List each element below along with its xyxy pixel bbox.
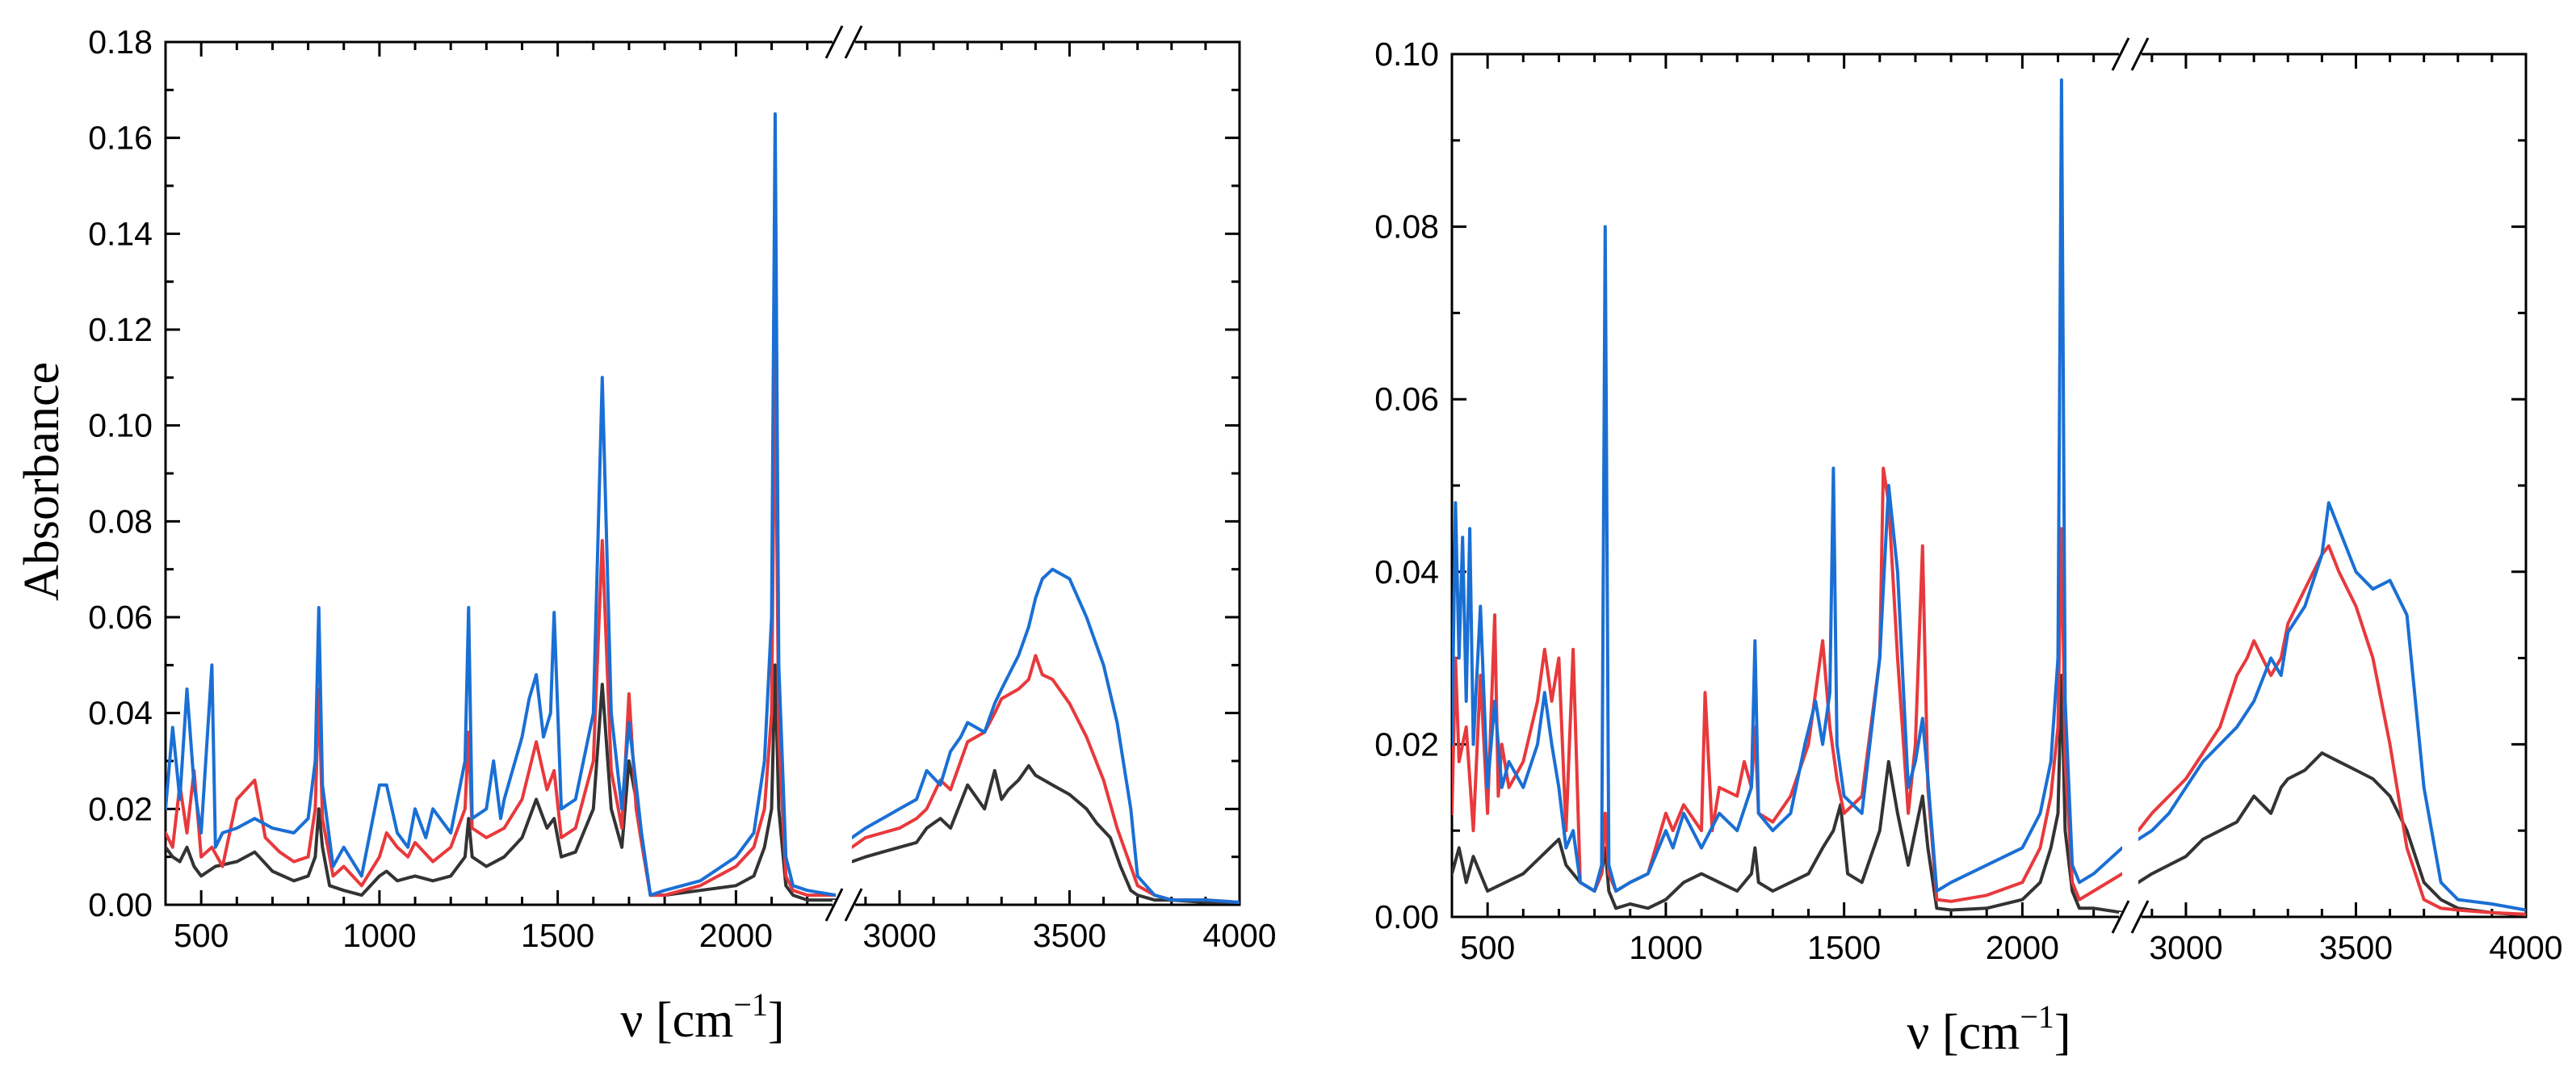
series-line-black-high-range (852, 763, 1240, 904)
axis-break-gap (833, 37, 855, 47)
y-axis-title: Absorbance (15, 362, 69, 601)
y-tick-label: 0.10 (1374, 36, 1439, 73)
x-tick-label: 4000 (1202, 917, 1276, 954)
right-spectrum-panel: 0.00 0.02 0.04 0.06 0.08 0.10 500 1000 1500 2000 3… (1374, 36, 2562, 1060)
axis-break-mark-top (2111, 37, 2130, 71)
axis-break-mark-bottom (2111, 900, 2130, 934)
series-line-black-low-range (166, 663, 836, 902)
y-tick-label: 0.02 (88, 790, 153, 827)
y-tick-label: 0.06 (88, 599, 153, 636)
left-spectrum-panel: 0.00 0.02 0.04 0.06 0.08 0.10 0.12 0.14 0.16 0.18… (15, 23, 1277, 1048)
x-tick-label: 3000 (862, 917, 936, 954)
axis-break-gap (2119, 912, 2142, 922)
x-tick-label: 500 (174, 917, 229, 954)
x-tick-label: 1000 (342, 917, 416, 954)
x-axis-title: ν [cm−1] (620, 986, 784, 1048)
axis-break-mark-bottom (844, 888, 863, 922)
x-tick-label: 3500 (1033, 917, 1106, 954)
x-tick-label: 1000 (1629, 929, 1702, 966)
axis-break-mark-bottom (2130, 900, 2150, 934)
y-tick-label: 0.08 (1374, 208, 1439, 246)
series-line-black-high-range (2138, 751, 2526, 917)
y-tick-label: 0.08 (88, 502, 153, 540)
y-tick-label: 0.02 (1374, 725, 1439, 763)
x-tick-label: 2000 (699, 917, 773, 954)
axis-break-gap (833, 900, 855, 910)
series-line-blue-low-range (166, 112, 836, 898)
y-tick-label: 0.18 (88, 23, 153, 61)
series-line-red-high-range (2138, 544, 2526, 916)
y-tick-label: 0.04 (88, 695, 153, 732)
axis-break-mark-top (844, 25, 863, 59)
series-line-blue-high-range (2138, 501, 2526, 912)
x-tick-label: 1500 (1807, 929, 1881, 966)
x-tick-label: 1500 (521, 917, 594, 954)
axis-break-mark-top (2130, 37, 2150, 71)
series-line-blue-low-range (1452, 78, 2122, 893)
x-tick-label: 4000 (2489, 929, 2562, 966)
y-tick-label: 0.14 (88, 215, 153, 252)
y-tick-label: 0.12 (88, 311, 153, 348)
y-tick-label: 0.00 (88, 886, 153, 923)
plot-frame (164, 40, 1241, 906)
x-tick-label: 500 (1460, 929, 1515, 966)
plot-frame (1450, 53, 2528, 919)
x-axis-title: ν [cm−1] (1907, 998, 2070, 1060)
series-line-red-high-range (852, 654, 1240, 904)
axis-break-mark-bottom (824, 888, 844, 922)
series-line-red-low-range (1452, 466, 2122, 903)
y-tick-label: 0.04 (1374, 553, 1439, 591)
axis-break-mark-top (824, 25, 844, 59)
series-line-black-low-range (1452, 674, 2122, 914)
y-tick-label: 0.06 (1374, 380, 1439, 418)
series-line-blue-high-range (852, 567, 1240, 904)
x-tick-label: 3500 (2319, 929, 2393, 966)
y-tick-label: 0.10 (88, 407, 153, 444)
x-tick-label: 3000 (2149, 929, 2222, 966)
y-tick-label: 0.00 (1374, 898, 1439, 935)
axis-break-gap (2119, 49, 2142, 59)
x-tick-label: 2000 (1986, 929, 2059, 966)
y-tick-label: 0.16 (88, 120, 153, 157)
